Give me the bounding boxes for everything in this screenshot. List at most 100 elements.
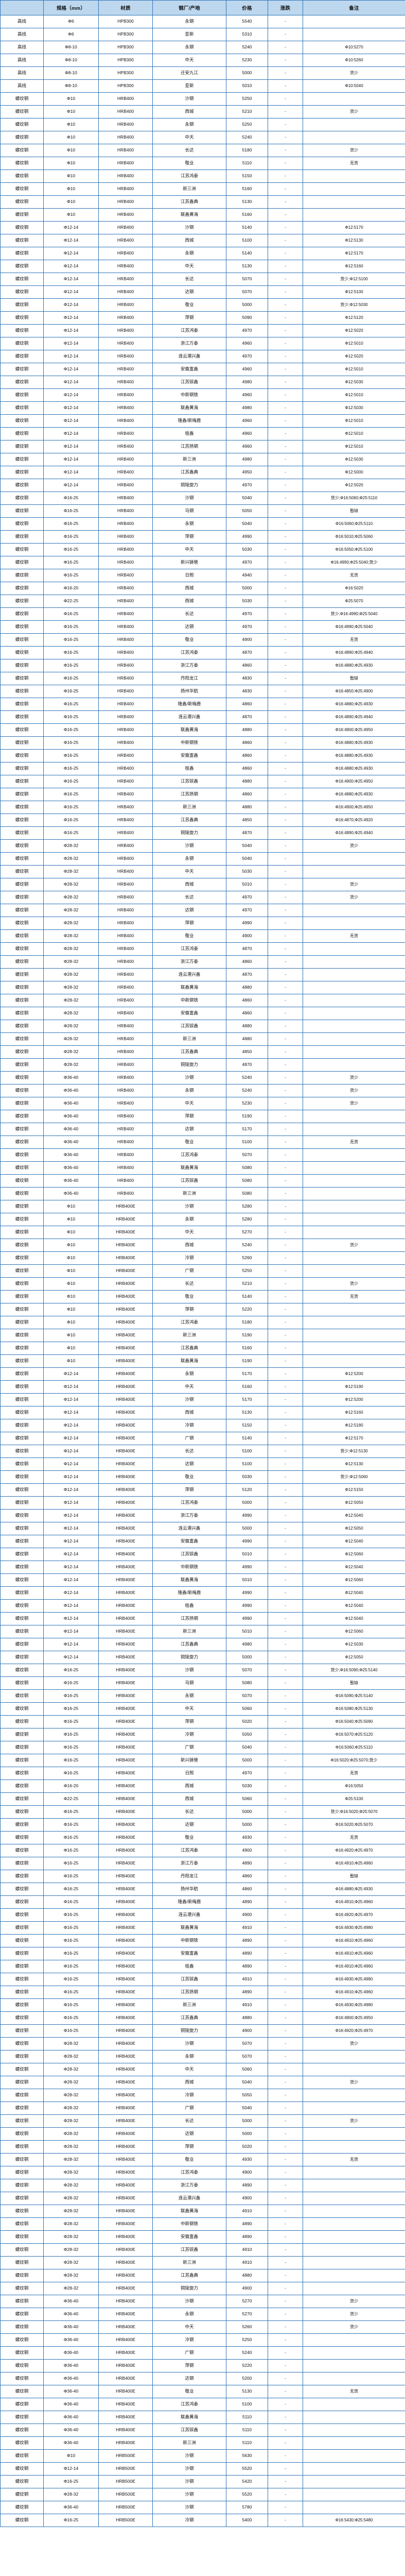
cell-material: HRB400: [98, 633, 153, 647]
cell-product: 螺纹钢: [0, 1432, 44, 1445]
cell-mill: 广钢: [152, 1264, 226, 1278]
cell-price: 5080: [226, 1161, 268, 1175]
cell-spec: Φ10: [43, 144, 99, 157]
table-row: 高线 Φ8-10 HPB300 永钢 5240- Φ10:5270: [0, 41, 405, 54]
cell-product: 螺纹钢: [0, 350, 44, 363]
cell-material: HRB400E: [98, 1831, 153, 1844]
cell-mill: 西城: [152, 105, 226, 118]
cell-change: -: [268, 1998, 303, 2012]
cell-product: 螺纹钢: [0, 1689, 44, 1703]
table-row: 螺纹钢 Φ12-14 HRB400 永钢 5140- Φ12:5170: [0, 247, 405, 260]
table-row: 螺纹钢 Φ12-14 HRB400 江苏镔鑫 4980- Φ12:5030: [0, 376, 405, 389]
cell-price: 5280: [226, 1200, 268, 1213]
cell-note: Φ16:5040;Φ25:5090: [303, 1715, 405, 1728]
cell-spec: Φ12-14: [43, 1496, 99, 1510]
cell-material: HRB400: [98, 118, 153, 131]
cell-product: 螺纹钢: [0, 968, 44, 981]
cell-price: 5110: [226, 2411, 268, 2424]
cell-mill: 永钢: [152, 2308, 226, 2321]
table-row: 螺纹钢 Φ10 HRB400E 广钢 5250-: [0, 1264, 405, 1278]
cell-price: 5250: [226, 118, 268, 131]
cell-material: HRB400E: [98, 1895, 153, 1909]
cell-spec: Φ28-32: [43, 929, 99, 943]
cell-spec: Φ16-25: [43, 788, 99, 801]
cell-change: -: [268, 376, 303, 389]
cell-note: 货少;Φ12:5130: [303, 1445, 405, 1458]
cell-change: -: [268, 1264, 303, 1278]
cell-price: 4860: [226, 659, 268, 672]
cell-note: 无货: [303, 569, 405, 582]
cell-price: 5000: [226, 1496, 268, 1510]
table-row: 螺纹钢 Φ28-32 HRB400E 新三洲 4910-: [0, 2256, 405, 2269]
cell-product: 螺纹钢: [0, 2127, 44, 2141]
cell-price: 5110: [226, 2436, 268, 2450]
cell-spec: Φ16-25: [43, 723, 99, 737]
cell-spec: Φ36-40: [43, 2320, 99, 2334]
cell-mill: 江苏扬钢: [152, 1986, 226, 1999]
cell-mill: 达钢: [152, 1818, 226, 1832]
cell-change: -: [268, 1239, 303, 1252]
cell-spec: Φ10: [43, 182, 99, 196]
cell-note: [303, 1251, 405, 1265]
cell-product: 螺纹钢: [0, 1058, 44, 1072]
cell-change: -: [268, 723, 303, 737]
cell-mill: 广钢: [152, 2102, 226, 2115]
cell-change: -: [268, 363, 303, 376]
cell-material: HRB400: [98, 144, 153, 157]
cell-product: 螺纹钢: [0, 2256, 44, 2269]
cell-mill: 萍钢: [152, 311, 226, 325]
cell-material: HRB400: [98, 556, 153, 569]
cell-mill: 沙钢: [152, 2462, 226, 2476]
cell-material: HRB400E: [98, 2102, 153, 2115]
cell-spec: Φ28-32: [43, 2166, 99, 2179]
cell-price: 5270: [226, 2295, 268, 2308]
cell-price: 5150: [226, 170, 268, 183]
cell-change: -: [268, 1432, 303, 1445]
table-row: 螺纹钢 Φ16-25 HRB400E 隆鑫/新梅鹿 4890- Φ16:4910;Φ25:…: [0, 1895, 405, 1909]
table-row: 螺纹钢 Φ36-40 HRB400 萍钢 5190-: [0, 1110, 405, 1123]
cell-spec: Φ6: [43, 15, 99, 28]
cell-spec: Φ16-25: [43, 1895, 99, 1909]
cell-spec: Φ16-25: [43, 672, 99, 685]
cell-mill: 连云港兴鑫: [152, 350, 226, 363]
cell-material: HRB400E: [98, 1445, 153, 1458]
cell-note: Φ12:5050: [303, 1522, 405, 1535]
table-row: 螺纹钢 Φ12-14 HRB400 萍钢 5090- Φ12:5120: [0, 311, 405, 325]
cell-price: 5060: [226, 1792, 268, 1806]
cell-change: -: [268, 1329, 303, 1342]
cell-price: 5060: [226, 2063, 268, 2076]
cell-mill: 中天: [152, 131, 226, 144]
cell-note: Φ16:4990;Φ25:5040: [303, 620, 405, 634]
cell-material: HRB400: [98, 337, 153, 350]
table-row: 螺纹钢 Φ16-25 HRB400 萍钢 4990- Φ16:5010;Φ25:5060: [0, 530, 405, 544]
cell-mill: 铜陵旋力: [152, 2282, 226, 2295]
cell-spec: Φ16-25: [43, 646, 99, 659]
cell-material: HRB400: [98, 247, 153, 260]
cell-price: 5240: [226, 131, 268, 144]
cell-product: 螺纹钢: [0, 1393, 44, 1406]
cell-price: 5130: [226, 195, 268, 209]
cell-product: 螺纹钢: [0, 1960, 44, 1973]
cell-change: -: [268, 92, 303, 106]
cell-spec: Φ36-40: [43, 2346, 99, 2360]
cell-price: 5040: [226, 517, 268, 531]
table-row: 螺纹钢 Φ10 HRB400E 联鑫黄海 5190-: [0, 1354, 405, 1368]
cell-note: Φ16:4930;Φ25:4980: [303, 1921, 405, 1935]
table-row: 螺纹钢 Φ12-14 HRB400 浙江万泰 4960- Φ12:5010: [0, 337, 405, 350]
cell-mill: 沙钢: [152, 492, 226, 505]
cell-mill: 联鑫黄海: [152, 2205, 226, 2218]
cell-material: HRB400E: [98, 2089, 153, 2102]
cell-spec: Φ16-25: [43, 1664, 99, 1677]
cell-spec: Φ36-40: [43, 1148, 99, 1162]
cell-change: -: [268, 2320, 303, 2334]
cell-material: HRB400E: [98, 1792, 153, 1806]
cell-product: 螺纹钢: [0, 1007, 44, 1020]
cell-note: [303, 917, 405, 930]
cell-change: -: [268, 556, 303, 569]
cell-spec: Φ16-25: [43, 1831, 99, 1844]
cell-change: -: [268, 1767, 303, 1780]
table-row: 螺纹钢 Φ16-25 HRB400 桂鑫 4860- Φ16:4880;Φ25:4930: [0, 762, 405, 775]
cell-spec: Φ12-14: [43, 260, 99, 273]
cell-material: HRB400: [98, 1084, 153, 1097]
table-row: 螺纹钢 Φ28-32 HRB400E 江苏镔鑫 4910-: [0, 2243, 405, 2257]
